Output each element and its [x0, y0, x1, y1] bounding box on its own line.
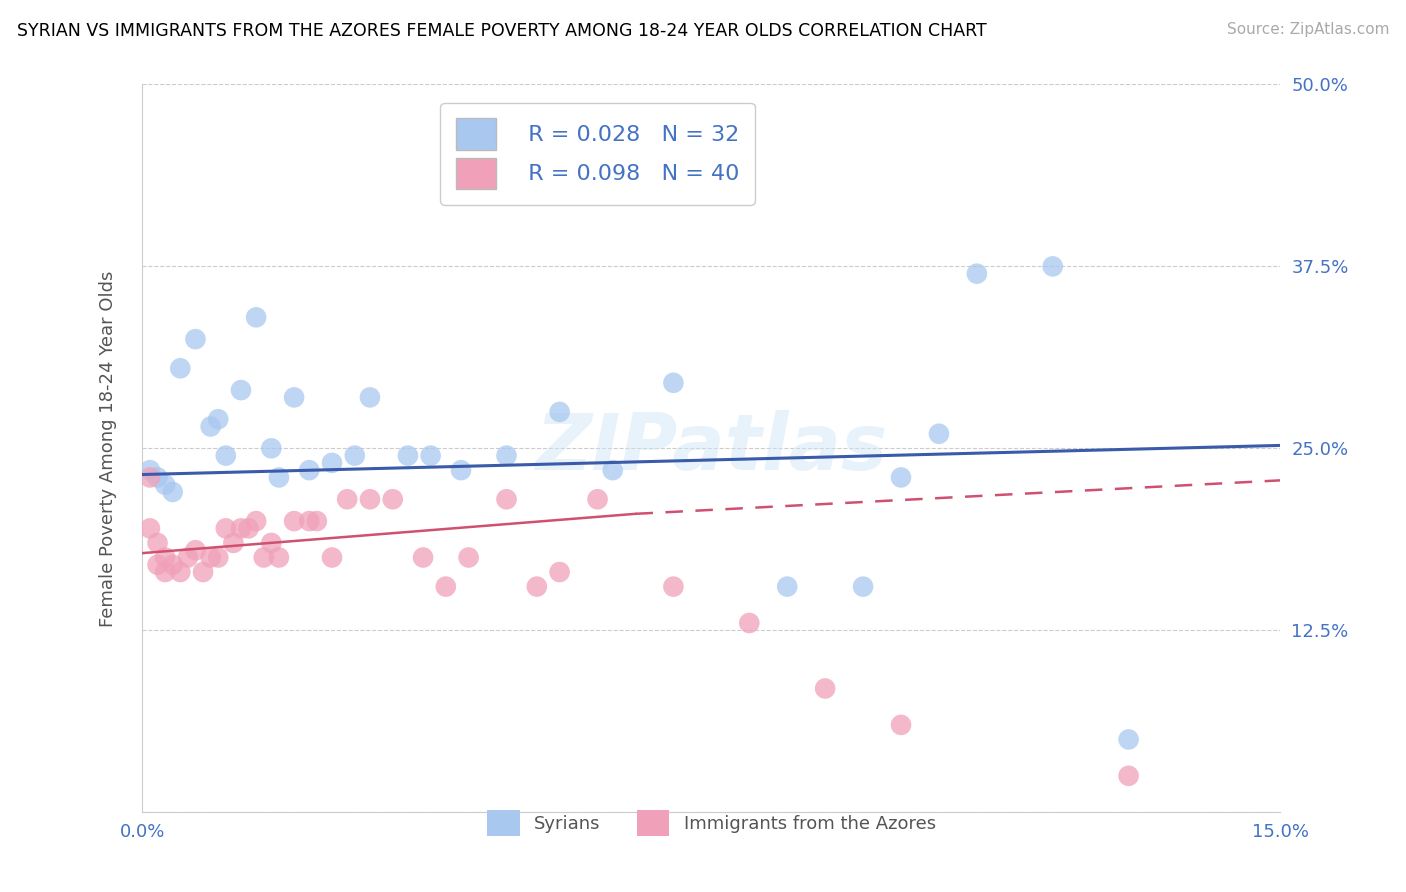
Point	[548, 565, 571, 579]
Point	[1118, 769, 1140, 783]
Point	[662, 376, 685, 390]
Point	[412, 550, 434, 565]
Point	[814, 681, 837, 696]
Point	[260, 442, 283, 456]
Point	[966, 267, 988, 281]
Point	[419, 449, 441, 463]
Point	[359, 492, 381, 507]
Point	[253, 550, 276, 565]
Point	[207, 412, 229, 426]
Legend: Syrians, Immigrants from the Azores: Syrians, Immigrants from the Azores	[479, 803, 943, 843]
Point	[267, 470, 290, 484]
Point	[381, 492, 404, 507]
Point	[852, 580, 875, 594]
Point	[169, 565, 191, 579]
Point	[321, 456, 343, 470]
Y-axis label: Female Poverty Among 18-24 Year Olds: Female Poverty Among 18-24 Year Olds	[100, 270, 117, 626]
Point	[298, 463, 321, 477]
Point	[229, 383, 252, 397]
Point	[305, 514, 328, 528]
Point	[283, 390, 305, 404]
Point	[153, 565, 176, 579]
Point	[191, 565, 214, 579]
Point	[495, 449, 517, 463]
Point	[336, 492, 359, 507]
Point	[146, 558, 169, 572]
Point	[169, 361, 191, 376]
Point	[146, 536, 169, 550]
Point	[738, 615, 761, 630]
Point	[526, 580, 548, 594]
Point	[450, 463, 472, 477]
Point	[215, 449, 238, 463]
Point	[1042, 260, 1064, 274]
Point	[434, 580, 457, 594]
Point	[200, 550, 222, 565]
Point	[153, 550, 176, 565]
Point	[139, 521, 162, 535]
Point	[776, 580, 799, 594]
Point	[222, 536, 245, 550]
Point	[662, 580, 685, 594]
Point	[184, 332, 207, 346]
Point	[162, 485, 184, 500]
Point	[548, 405, 571, 419]
Text: ZIPatlas: ZIPatlas	[536, 410, 887, 486]
Point	[928, 426, 950, 441]
Point	[245, 514, 267, 528]
Point	[153, 477, 176, 491]
Point	[396, 449, 419, 463]
Point	[495, 492, 517, 507]
Point	[200, 419, 222, 434]
Point	[177, 550, 200, 565]
Point	[890, 470, 912, 484]
Point	[207, 550, 229, 565]
Point	[321, 550, 343, 565]
Point	[245, 310, 267, 325]
Point	[146, 470, 169, 484]
Point	[1118, 732, 1140, 747]
Point	[457, 550, 479, 565]
Point	[139, 470, 162, 484]
Point	[229, 521, 252, 535]
Point	[283, 514, 305, 528]
Point	[139, 463, 162, 477]
Point	[267, 550, 290, 565]
Point	[298, 514, 321, 528]
Point	[586, 492, 609, 507]
Point	[162, 558, 184, 572]
Point	[890, 718, 912, 732]
Point	[215, 521, 238, 535]
Point	[238, 521, 260, 535]
Point	[359, 390, 381, 404]
Point	[260, 536, 283, 550]
Text: SYRIAN VS IMMIGRANTS FROM THE AZORES FEMALE POVERTY AMONG 18-24 YEAR OLDS CORREL: SYRIAN VS IMMIGRANTS FROM THE AZORES FEM…	[17, 22, 987, 40]
Point	[602, 463, 624, 477]
Point	[184, 543, 207, 558]
Point	[343, 449, 366, 463]
Text: Source: ZipAtlas.com: Source: ZipAtlas.com	[1226, 22, 1389, 37]
